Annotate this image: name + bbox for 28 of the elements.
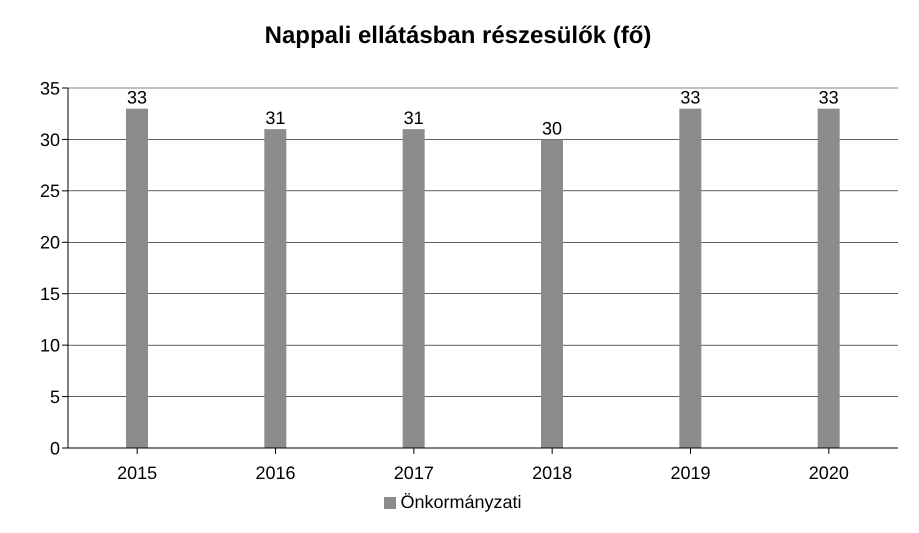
data-label: 33 [818, 88, 839, 108]
y-tick-label: 5 [50, 386, 60, 407]
bar [264, 129, 286, 448]
data-label: 31 [265, 108, 286, 128]
data-label: 31 [404, 108, 424, 128]
legend-label: Önkormányzati [400, 492, 522, 512]
x-tick-label: 2016 [255, 462, 296, 483]
bar [402, 129, 425, 448]
bar [541, 139, 563, 448]
x-tick-label: 2018 [532, 462, 572, 483]
data-label: 33 [680, 88, 700, 108]
bar [679, 108, 702, 448]
x-tick-label: 2015 [117, 462, 158, 483]
chart-title: Nappali ellátásban részesülők (fő) [264, 21, 652, 51]
y-tick-label: 10 [40, 336, 60, 356]
x-tick-label: 2019 [670, 462, 711, 483]
y-tick-label: 15 [40, 284, 60, 304]
x-tick-label: 2020 [808, 462, 849, 483]
bar [818, 108, 840, 448]
y-tick-label: 0 [50, 438, 60, 458]
data-label: 33 [126, 88, 148, 108]
bar [126, 108, 148, 448]
data-label: 30 [542, 118, 562, 138]
y-tick-label: 35 [40, 78, 60, 98]
y-tick-label: 30 [40, 130, 60, 150]
y-tick-label: 25 [40, 181, 60, 202]
x-tick-label: 2017 [394, 462, 434, 483]
y-tick-label: 20 [40, 232, 60, 253]
